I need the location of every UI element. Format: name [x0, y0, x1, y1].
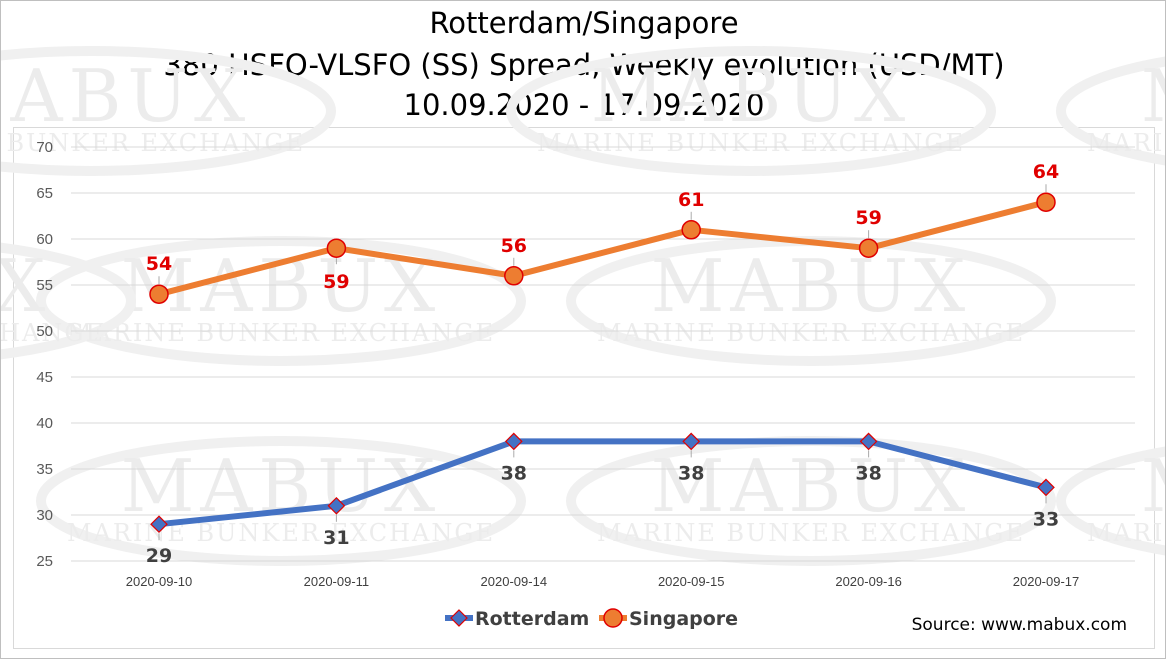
watermark-text: MABUX — [1, 54, 251, 138]
rotterdam-data-label: 38 — [678, 462, 704, 484]
y-tick-label: 40 — [36, 415, 53, 432]
singapore-data-label: 64 — [1033, 161, 1059, 183]
rotterdam-data-label: 38 — [501, 462, 527, 484]
legend-label-singapore: Singapore — [629, 608, 738, 630]
plot-area-border — [13, 127, 1155, 649]
watermark-text: MABUX — [1, 244, 51, 328]
singapore-point — [858, 238, 879, 258]
watermark-text: MABUX — [1141, 54, 1165, 138]
y-axis-ticks: 25 30 35 40 45 50 55 60 65 70 — [36, 139, 53, 570]
watermark-subtext: MARINE BUNKER EXCHANGE — [1087, 129, 1165, 157]
singapore-data-label: 54 — [146, 253, 172, 275]
watermark-swoosh — [1056, 446, 1165, 556]
x-axis-ticks: 2020-09-10 2020-09-11 2020-09-14 2020-09-15… — [126, 574, 1080, 589]
singapore-data-label: 59 — [323, 271, 349, 293]
watermark-subtext: MARINE BUNKER EXCHANGE — [1087, 519, 1165, 547]
rotterdam-data-label: 31 — [323, 527, 349, 549]
legend-marker-rotterdam — [450, 609, 468, 627]
y-tick-label: 50 — [36, 323, 53, 340]
watermark-subtext: MARINE BUNKER EXCHANGE — [1, 129, 305, 157]
chart-title-line-3: 10.09.2020 - 17.09.2020 — [403, 88, 765, 122]
watermark-text: MABUX — [591, 54, 912, 138]
rotterdam-point — [504, 432, 523, 451]
rotterdam-data-label: 33 — [1033, 508, 1059, 530]
watermark-swoosh — [36, 236, 526, 366]
legend-item-rotterdam: Rotterdam — [445, 608, 589, 630]
rotterdam-series-line — [158, 438, 1047, 528]
watermark-text: MABUX — [1141, 444, 1165, 528]
singapore-series-line — [158, 199, 1047, 298]
singapore-point — [504, 266, 524, 286]
singapore-data-label: 61 — [678, 189, 704, 211]
rotterdam-point — [859, 432, 878, 451]
x-tick-label: 2020-09-16 — [835, 574, 902, 589]
x-tick-label: 2020-09-11 — [304, 574, 370, 589]
series-lines — [149, 192, 1056, 534]
rotterdam-point — [327, 496, 346, 515]
x-tick-label: 2020-09-10 — [126, 574, 193, 589]
singapore-point — [1036, 192, 1056, 212]
watermark-subtext: MARINE BUNKER EXCHANGE — [1, 319, 105, 347]
watermark-swoosh — [1, 46, 336, 176]
rotterdam-point — [1037, 478, 1055, 497]
watermark-swoosh — [1056, 56, 1165, 166]
watermark-swoosh — [506, 46, 996, 176]
x-tick-label: 2020-09-17 — [1013, 574, 1080, 589]
singapore-data-label: 56 — [501, 235, 527, 257]
legend-label-rotterdam: Rotterdam — [475, 608, 589, 630]
y-tick-label: 65 — [36, 185, 53, 202]
watermark-subtext: MARINE BUNKER EXCHANGE — [67, 519, 495, 547]
legend: Rotterdam Singapore — [445, 608, 738, 630]
watermark-text: MABUX — [651, 444, 972, 528]
y-tick-label: 55 — [36, 277, 53, 294]
watermark-subtext: MARINE BUNKER EXCHANGE — [597, 519, 1025, 547]
watermark-text: MABUX — [651, 244, 972, 328]
rotterdam-data-label: 38 — [855, 462, 881, 484]
singapore-point — [149, 284, 169, 304]
y-tick-label: 60 — [36, 231, 53, 248]
watermark-subtext: MARINE BUNKER EXCHANGE — [597, 319, 1025, 347]
watermark-subtext: MARINE BUNKER EXCHANGE — [537, 129, 965, 157]
rotterdam-point — [150, 515, 168, 534]
y-tick-label: 25 — [36, 553, 53, 570]
rotterdam-data-label: 29 — [146, 545, 172, 567]
watermark-subtext: MARINE BUNKER EXCHANGE — [67, 319, 495, 347]
singapore-point — [326, 238, 347, 258]
chart-title-line-1: Rotterdam/Singapore — [429, 6, 739, 40]
y-tick-label: 45 — [36, 369, 53, 386]
x-tick-label: 2020-09-15 — [658, 574, 725, 589]
source-note: Source: www.mabux.com — [911, 615, 1127, 635]
legend-item-singapore: Singapore — [599, 608, 738, 630]
x-tick-label: 2020-09-14 — [481, 574, 548, 589]
data-labels: 54 59 56 61 59 64 29 31 38 38 38 33 — [146, 161, 1059, 567]
legend-marker-singapore — [603, 608, 623, 628]
singapore-point — [681, 220, 701, 240]
y-tick-label: 70 — [36, 139, 53, 156]
y-tick-label: 30 — [36, 507, 53, 524]
singapore-data-label: 59 — [855, 207, 881, 229]
watermark-swoosh — [1, 242, 136, 360]
rotterdam-point — [682, 432, 701, 451]
y-tick-label: 35 — [36, 461, 53, 478]
